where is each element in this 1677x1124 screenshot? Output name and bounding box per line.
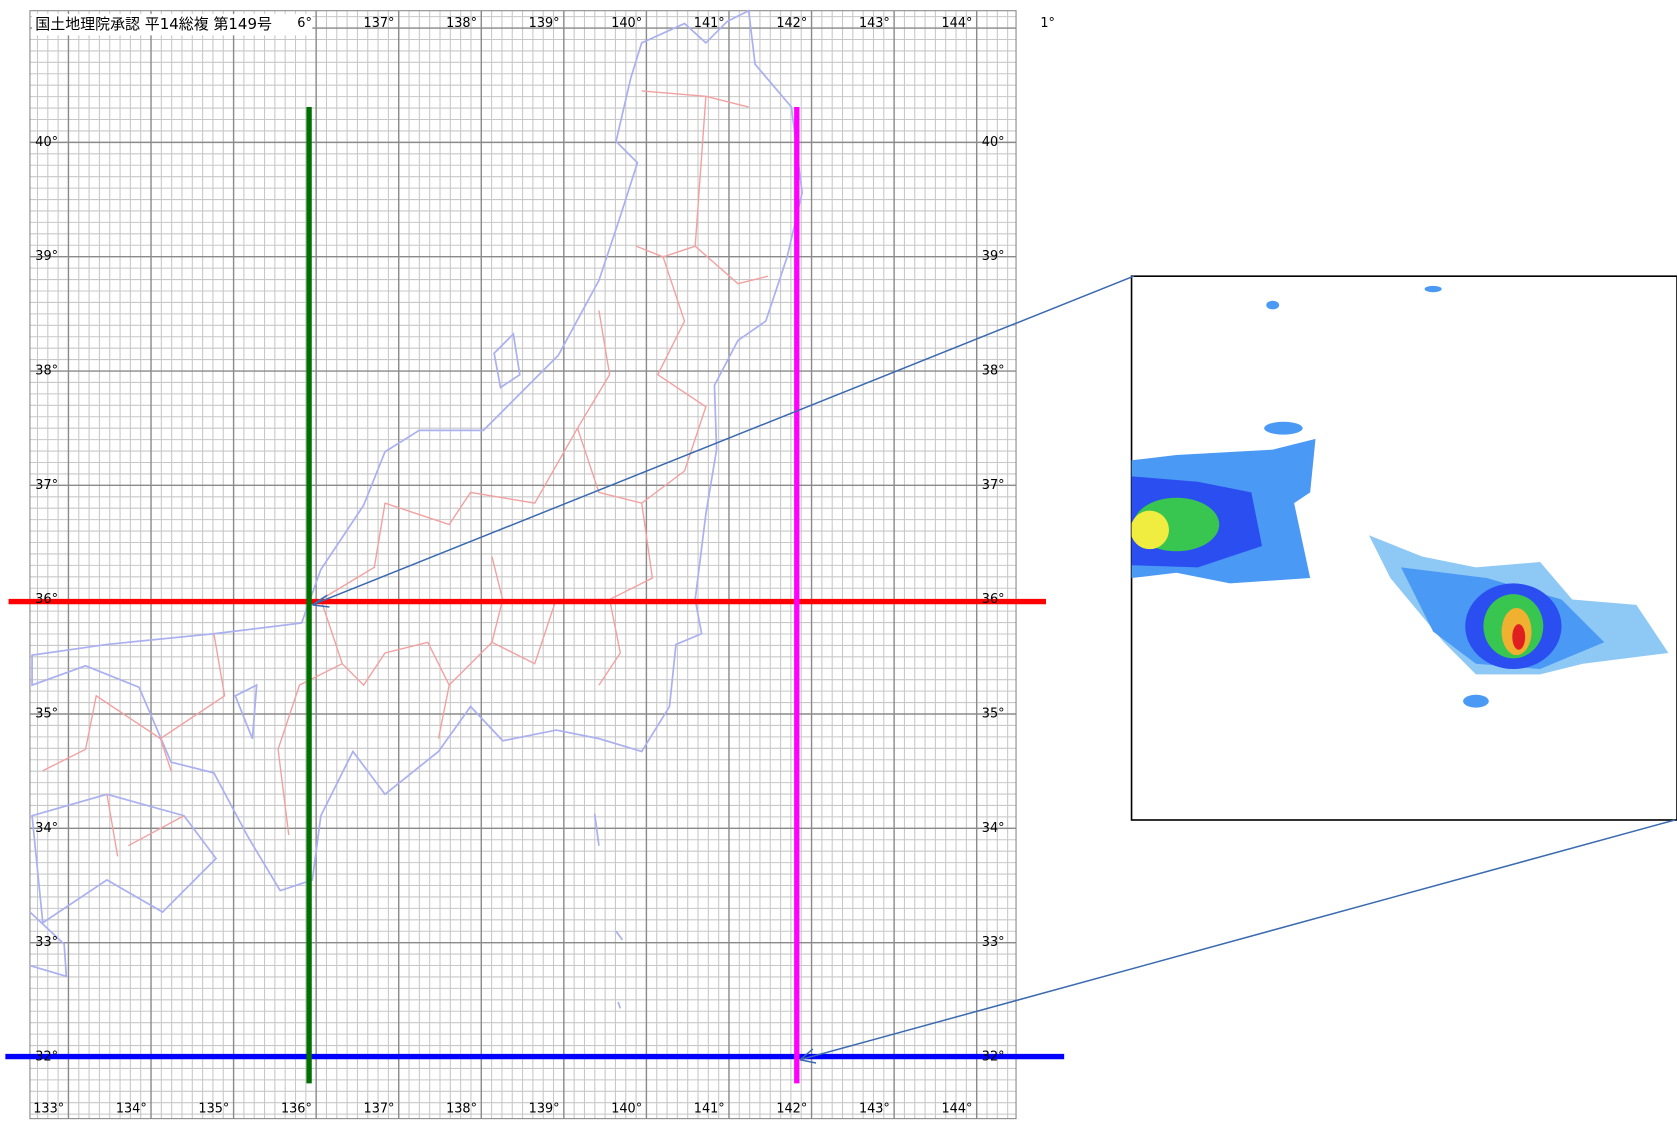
coordinate-label: 140° [611,1102,642,1117]
map-frame [29,10,1017,1120]
coordinate-label: 136° [281,1102,312,1117]
coordinate-label: 137° [364,16,395,31]
coordinate-label: 144° [942,1102,973,1117]
echo [1266,300,1280,310]
coordinate-label: 34° [982,821,1005,836]
coordinate-label: 133° [33,1102,64,1117]
header-text: 国土地理院承認 平14総複 第149号 [35,15,272,33]
coordinate-label: 142° [776,16,807,31]
echo [1264,421,1303,435]
radar-echoes [1131,285,1669,708]
labels: 6° 137° 138° 139° 140° 141° 142° 143° 144° 1° 133°… [33,16,1055,1116]
coordinate-label: 40° [982,135,1005,150]
prefecture-border [277,427,579,836]
callout-arrow [311,275,1134,608]
coordinate-label: 33° [982,935,1005,950]
kyushu-coast [29,911,68,978]
coordinate-label: 35° [982,707,1005,722]
coordinate-label: 141° [694,16,725,31]
coordinate-label: 134° [116,1102,147,1117]
coordinate-label: 139° [529,16,560,31]
coordinate-label: 34° [35,821,58,836]
coordinate-label: 38° [982,364,1005,379]
coordinate-label: 38° [35,364,58,379]
prefecture-borders [42,90,769,857]
grid [29,10,1017,1119]
coordinate-label: 32° [982,1049,1005,1064]
coordinate-label: 1° [1040,16,1055,31]
callout-arrow [799,819,1676,1064]
prefecture-border [42,633,226,857]
echo [1131,510,1169,550]
header-bg [32,13,313,36]
coordinate-label: 37° [35,478,58,493]
coordinate-label: 138° [446,16,477,31]
coordinate-label: 137° [364,1102,395,1117]
callout-arrows [311,275,1676,1064]
sado-coast [493,332,521,389]
prefecture-border [636,90,769,285]
coordinate-label: 140° [611,16,642,31]
coordinate-label: 39° [35,249,58,264]
coordinate-label: 138° [446,1102,477,1117]
echo [1512,624,1526,650]
coordinate-label: 36° [982,592,1005,607]
prefecture-border [576,256,707,504]
coordinate-label: 139° [529,1102,560,1117]
coordinate-label: 141° [694,1102,725,1117]
prefecture-border [437,556,622,739]
coordinate-label: 37° [982,478,1005,493]
echo [1463,694,1489,708]
coordinate-label: 143° [859,1102,890,1117]
coordinate-label: 35° [35,707,58,722]
coordinate-label: 6° [297,16,312,31]
coordinate-label: 32° [35,1049,58,1064]
echo [1424,285,1442,293]
coordinate-label: 40° [35,135,58,150]
coordinate-label: 33° [35,935,58,950]
coordinate-label: 143° [859,16,890,31]
shikoku-coast [31,793,218,925]
coordinate-label: 36° [35,592,58,607]
coordinate-label: 135° [198,1102,229,1117]
izu-islands [593,813,624,1009]
coordinate-label: 39° [982,249,1005,264]
coordinate-label: 142° [776,1102,807,1117]
awaji-coast [234,683,258,739]
coastlines [29,9,804,1009]
coordinate-label: 144° [942,16,973,31]
honshu-coast [31,9,804,892]
